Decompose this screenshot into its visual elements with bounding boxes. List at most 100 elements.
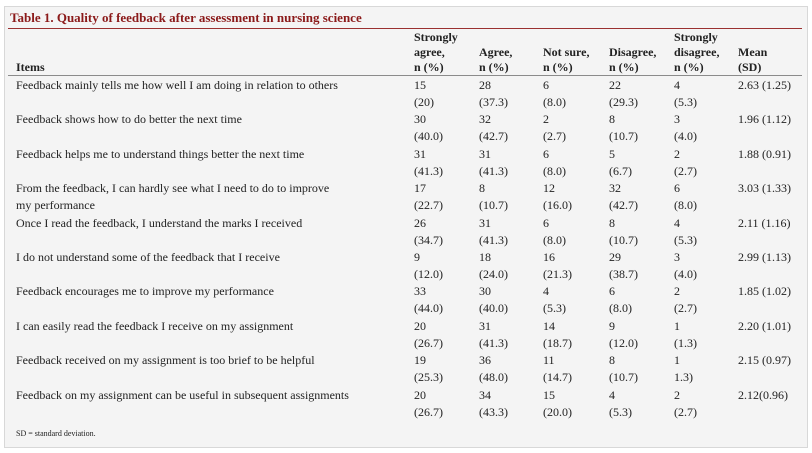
row-item: Feedback mainly tells me how well I am d… [16, 78, 338, 92]
count: 4 [609, 387, 615, 402]
count: 36 [479, 353, 491, 368]
percent: (10.7) [609, 232, 638, 247]
percent: (20.0) [543, 404, 572, 419]
count: 5 [609, 146, 615, 161]
count: 29 [609, 250, 621, 264]
row-item: From the feedback, I can hardly see what… [16, 181, 330, 196]
count: 31 [479, 215, 491, 230]
percent: (5.3) [543, 301, 566, 316]
percent: (43.3) [479, 404, 508, 419]
count: 16 [543, 250, 555, 264]
column-header: Items [16, 60, 45, 74]
percent: (29.3) [609, 95, 638, 109]
count: 2 [674, 387, 680, 402]
header-rule [8, 75, 802, 76]
percent: 1.3) [674, 370, 693, 385]
count: 9 [609, 318, 615, 333]
percent: (48.0) [479, 370, 508, 385]
percent: (12.0) [414, 267, 443, 281]
percent: (5.3) [674, 232, 697, 247]
column-header: Strongly [414, 30, 458, 44]
percent: (24.0) [479, 267, 508, 281]
count: 20 [414, 318, 426, 333]
count: 30 [479, 284, 491, 299]
percent: (37.3) [479, 95, 508, 109]
count: 14 [543, 318, 555, 333]
column-header: agree, [414, 45, 445, 59]
percent: (41.3) [479, 163, 508, 178]
row-item: I do not understand some of the feedback… [16, 250, 280, 264]
count: 2 [674, 284, 680, 299]
title-rule [8, 28, 802, 29]
percent: (12.0) [609, 335, 638, 350]
count: 2 [674, 146, 680, 161]
column-header: n (%) [543, 60, 573, 74]
percent: (25.3) [414, 370, 443, 385]
percent: (38.7) [609, 267, 638, 281]
count: 31 [414, 146, 426, 161]
count: 1 [674, 318, 680, 333]
count: 26 [414, 215, 426, 230]
percent: (40.0) [479, 301, 508, 316]
column-header: n (%) [609, 60, 639, 74]
footnote: SD = standard deviation. [16, 429, 96, 438]
count: 4 [674, 215, 680, 230]
row-item: Once I read the feedback, I understand t… [16, 215, 303, 230]
percent: (8.0) [609, 301, 632, 316]
count: 20 [414, 387, 426, 402]
count: 22 [609, 78, 621, 92]
row-item: I can easily read the feedback I receive… [16, 318, 294, 333]
count: 4 [674, 78, 680, 92]
count: 8 [609, 215, 615, 230]
column-header: Mean [738, 45, 768, 59]
row-item: Feedback helps me to understand things b… [16, 146, 305, 161]
percent: (8.0) [543, 95, 566, 109]
count: 3 [674, 250, 680, 264]
percent: (8.0) [543, 163, 566, 178]
count: 3 [674, 112, 680, 127]
count: 8 [609, 112, 615, 127]
count: 8 [609, 353, 615, 368]
mean-sd: 3.03 (1.33) [738, 181, 791, 196]
count: 18 [479, 250, 491, 264]
mean-sd: 2.63 (1.25) [738, 78, 791, 92]
count: 6 [543, 146, 549, 161]
count: 31 [479, 318, 491, 333]
count: 33 [414, 284, 426, 299]
row-item: my performance [16, 198, 95, 213]
percent: (26.7) [414, 335, 443, 350]
mean-sd: 2.15 (0.97) [738, 353, 791, 368]
percent: (10.7) [479, 198, 508, 213]
percent: (20) [414, 95, 434, 109]
count: 15 [543, 387, 555, 402]
percent: (2.7) [674, 163, 697, 178]
percent: (21.3) [543, 267, 572, 281]
percent: (5.3) [674, 95, 697, 109]
percent: (22.7) [414, 198, 443, 213]
percent: (5.3) [609, 404, 632, 419]
percent: (6.7) [609, 163, 632, 178]
row-item: Feedback encourages me to improve my per… [16, 284, 274, 299]
count: 15 [414, 78, 426, 92]
percent: (10.7) [609, 370, 638, 385]
count: 6 [674, 181, 680, 196]
mean-sd: 2.20 (1.01) [738, 318, 791, 333]
percent: (42.7) [479, 129, 508, 144]
count: 6 [609, 284, 615, 299]
row-item: Feedback shows how to do better the next… [16, 112, 242, 127]
count: 32 [609, 181, 621, 196]
percent: (1.3) [674, 335, 697, 350]
percent: (2.7) [543, 129, 566, 144]
percent: (41.3) [479, 335, 508, 350]
column-header: n (%) [674, 60, 704, 74]
table-panel [4, 6, 808, 448]
percent: (4.0) [674, 267, 697, 281]
percent: (2.7) [674, 301, 697, 316]
percent: (26.7) [414, 404, 443, 419]
count: 6 [543, 215, 549, 230]
mean-sd: 2.12(0.96) [738, 387, 788, 402]
column-header: disagree, [674, 45, 720, 59]
count: 19 [414, 353, 426, 368]
percent: (41.3) [479, 232, 508, 247]
